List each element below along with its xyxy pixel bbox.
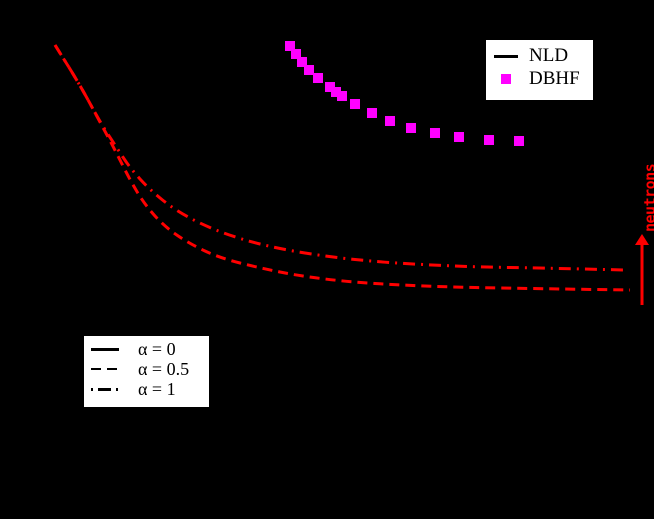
legend-label-dbhf: DBHF	[529, 68, 580, 89]
dbhf-data-point	[430, 128, 440, 138]
dbhf-data-point	[514, 136, 524, 146]
dbhf-data-point	[285, 41, 295, 51]
legend-label-alpha-05: α = 0.5	[138, 358, 190, 379]
series-layer	[53, 41, 631, 292]
neutrons-arrow	[635, 234, 649, 305]
dbhf-data-point	[454, 132, 464, 142]
dbhf-data-point	[337, 91, 347, 101]
alpha-legend: α = 0 α = 0.5 α = 1	[84, 336, 209, 407]
dbhf-data-point	[367, 108, 377, 118]
solid-line-swatch-icon	[91, 347, 119, 351]
legend-item-nld: NLD	[486, 45, 593, 67]
legend-label-nld: NLD	[529, 45, 569, 66]
dbhf-data-point	[350, 99, 360, 109]
legend-item-alpha-0: α = 0	[84, 339, 209, 359]
series-dbhf-markers	[285, 41, 524, 146]
solid-line-swatch-icon	[494, 54, 518, 58]
dash-dot-line-swatch-icon	[91, 387, 119, 391]
neutrons-label: neutrons	[641, 163, 654, 232]
dbhf-data-point	[406, 123, 416, 133]
dbhf-data-point	[297, 57, 307, 67]
dbhf-data-point	[291, 49, 301, 59]
legend-item-alpha-05: α = 0.5	[84, 359, 209, 379]
magenta-square-swatch-icon	[501, 74, 511, 84]
dbhf-data-point	[313, 73, 323, 83]
dashed-line-swatch-icon	[91, 368, 119, 370]
dbhf-data-point	[331, 87, 341, 97]
legend-item-alpha-1: α = 1	[84, 379, 209, 399]
legend-label-alpha-1: α = 1	[138, 378, 176, 399]
dbhf-data-point	[385, 116, 395, 126]
dbhf-data-point	[304, 65, 314, 75]
model-legend: NLD DBHF	[486, 40, 593, 100]
legend-label-alpha-0: α = 0	[138, 338, 176, 359]
dbhf-data-point	[325, 82, 335, 92]
legend-item-dbhf: DBHF	[486, 67, 593, 91]
series-line-dash-dot	[53, 44, 626, 272]
dbhf-data-point	[484, 135, 494, 145]
